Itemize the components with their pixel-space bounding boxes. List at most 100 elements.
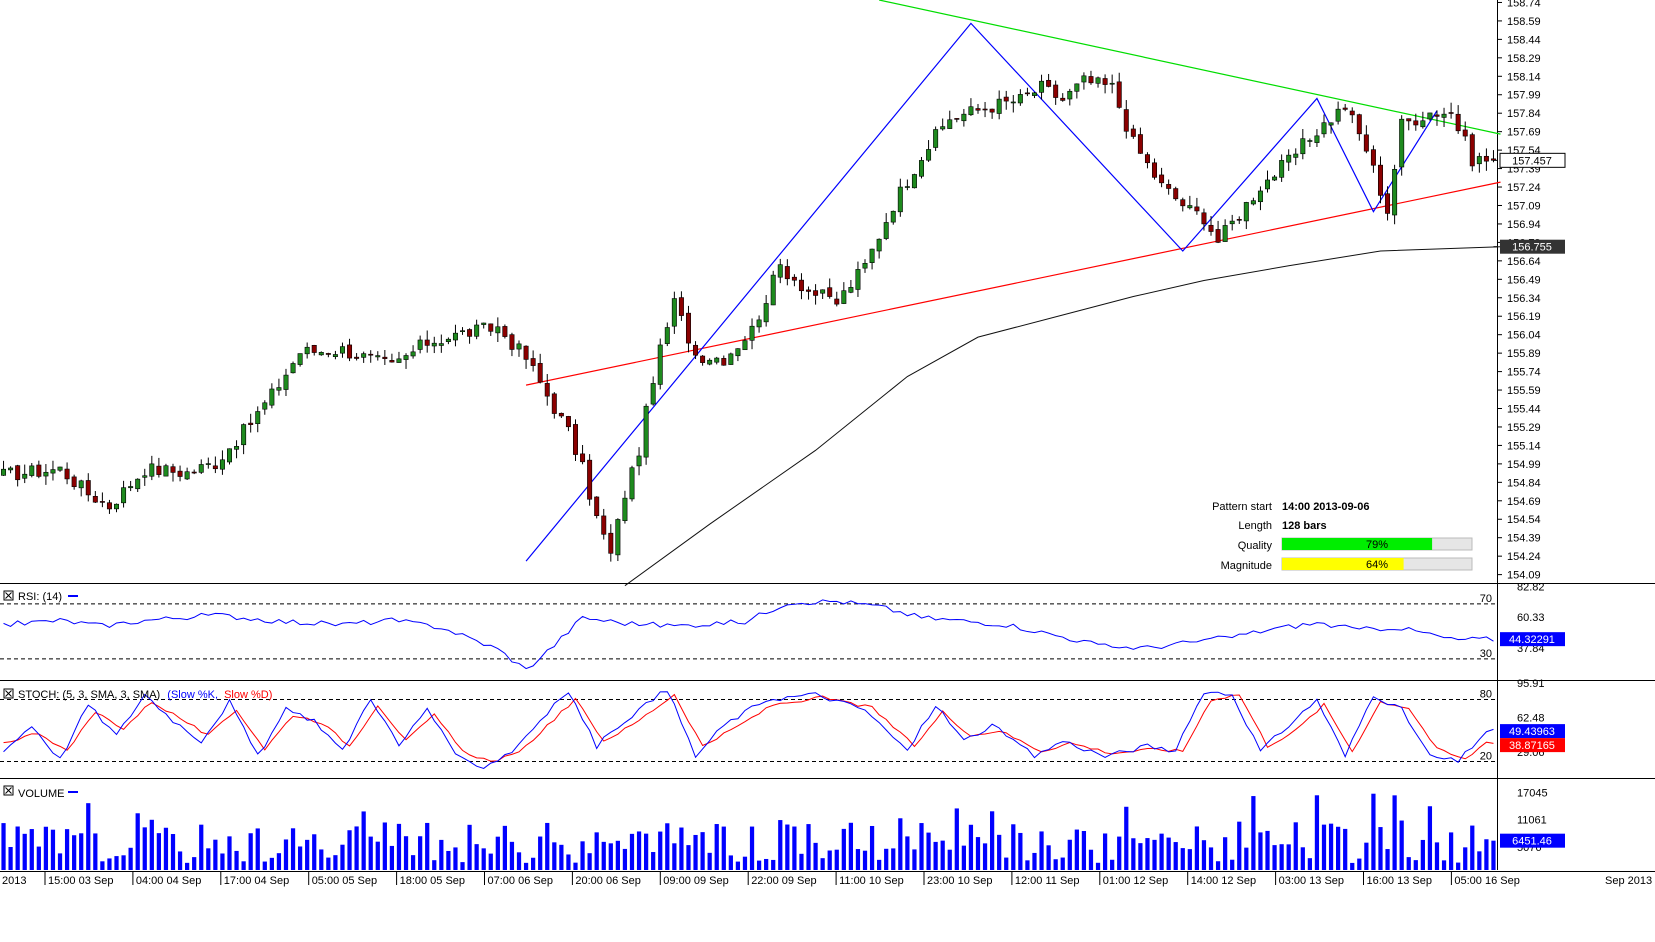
candle-body: [813, 290, 819, 296]
volume-bar: [1420, 839, 1425, 870]
volume-bar: [516, 852, 522, 870]
candle-body: [516, 343, 522, 350]
candle-body: [1462, 129, 1468, 137]
volume-bar: [792, 826, 797, 870]
candle: [1236, 216, 1242, 224]
candle: [368, 350, 374, 363]
volume-bar: [1321, 824, 1327, 870]
rsi-tag-box: [1500, 632, 1565, 647]
candle-body: [460, 330, 466, 332]
volume-bar: [665, 823, 670, 870]
volume-bar: [799, 853, 804, 870]
candle-body: [248, 422, 254, 425]
candle: [248, 413, 254, 433]
volume-bar: [636, 831, 642, 870]
candle: [1328, 122, 1334, 134]
volume-bar: [72, 835, 77, 870]
magnitude-value: 64%: [1366, 559, 1388, 571]
candle-body: [424, 339, 430, 346]
price-tick-label: 155.29: [1507, 422, 1541, 434]
volume-bar: [531, 857, 536, 870]
volume-bar: [1463, 847, 1468, 870]
volume-bar: [107, 858, 112, 870]
time-tick-label: 20:00 06 Sep: [575, 875, 640, 887]
candle-body: [933, 129, 939, 148]
candle-body: [643, 405, 649, 458]
candle-body: [1272, 176, 1278, 181]
volume-bar: [1265, 830, 1270, 870]
price-tick-label: 154.54: [1507, 514, 1541, 526]
candle: [989, 108, 995, 119]
candle-body: [1476, 156, 1482, 165]
candle: [318, 351, 324, 356]
volume-bar: [276, 853, 282, 870]
volume-bar: [1187, 849, 1192, 870]
candle: [657, 338, 663, 390]
candle: [806, 286, 812, 300]
candle-body: [728, 353, 734, 365]
candle: [756, 315, 762, 333]
candle: [389, 353, 395, 363]
volume-bar: [658, 831, 663, 870]
candle: [1321, 114, 1327, 138]
candle: [71, 474, 77, 490]
candle-body: [1406, 118, 1412, 122]
candle-body: [1300, 138, 1306, 155]
candle: [551, 392, 557, 419]
volume-bar: [389, 845, 395, 870]
candle: [142, 468, 148, 486]
volume-bar: [905, 836, 910, 870]
candle-body: [1250, 200, 1256, 205]
candle: [1250, 197, 1256, 206]
candle: [1265, 170, 1270, 193]
candle-body: [693, 344, 699, 356]
candle: [128, 480, 134, 492]
price-tick-label: 158.59: [1507, 16, 1541, 28]
candle: [1370, 145, 1376, 173]
volume-bar: [954, 808, 959, 870]
candle-body: [1074, 83, 1080, 92]
volume-bar: [326, 857, 331, 870]
candle: [332, 350, 338, 360]
candle-body: [1370, 149, 1376, 166]
candle-body: [798, 279, 804, 292]
candle: [897, 178, 903, 217]
volume-bar: [764, 858, 769, 870]
volume-bar: [43, 826, 49, 870]
candle-body: [700, 355, 706, 363]
price-tag-text: 157.457: [1512, 155, 1552, 167]
candle: [1483, 148, 1489, 171]
candle: [106, 499, 112, 514]
volume-bar: [312, 834, 317, 870]
candle: [283, 368, 289, 396]
candle-body: [876, 238, 882, 252]
candle: [474, 319, 480, 340]
candle-body: [467, 329, 473, 337]
volume-bar: [629, 833, 635, 870]
candle-body: [78, 480, 84, 489]
volume-bar: [1427, 806, 1433, 870]
candle-body: [1102, 78, 1108, 85]
volume-bar: [771, 859, 776, 870]
candle: [382, 349, 388, 365]
candle: [883, 213, 889, 241]
candle-body: [481, 322, 487, 325]
candle: [1060, 93, 1066, 102]
candle: [608, 524, 614, 562]
volume-bar: [382, 822, 387, 870]
candle: [558, 412, 564, 418]
candle-body: [601, 515, 607, 535]
candle: [834, 291, 840, 307]
stoch-label: STOCH: (5, 3, SMA, 3, SMA) (Slow %K, Slo…: [18, 689, 272, 701]
candle: [1356, 113, 1362, 141]
candle: [1427, 112, 1433, 121]
price-tick-label: 154.39: [1507, 533, 1541, 545]
candle: [1377, 156, 1383, 204]
candle-body: [43, 471, 49, 477]
volume-bar: [622, 848, 628, 870]
volume-bar: [114, 856, 119, 870]
candle-body: [756, 319, 762, 328]
candle-body: [1123, 109, 1129, 132]
candle-body: [347, 344, 353, 359]
volume-bar: [1328, 823, 1334, 870]
